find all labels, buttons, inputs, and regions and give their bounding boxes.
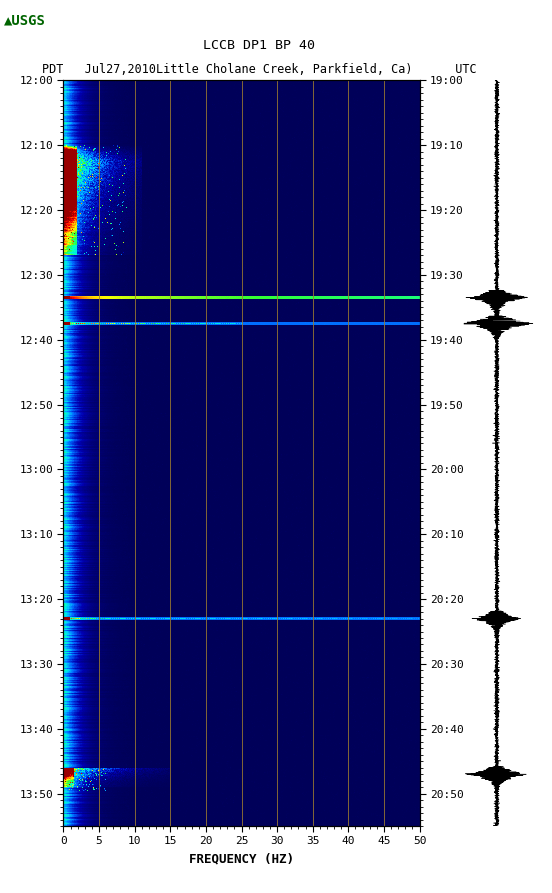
X-axis label: FREQUENCY (HZ): FREQUENCY (HZ) <box>189 852 294 865</box>
Text: PDT   Jul27,2010Little Cholane Creek, Parkfield, Ca)      UTC: PDT Jul27,2010Little Cholane Creek, Park… <box>42 63 477 77</box>
Text: ▲USGS: ▲USGS <box>4 13 46 27</box>
Text: LCCB DP1 BP 40: LCCB DP1 BP 40 <box>204 39 315 53</box>
